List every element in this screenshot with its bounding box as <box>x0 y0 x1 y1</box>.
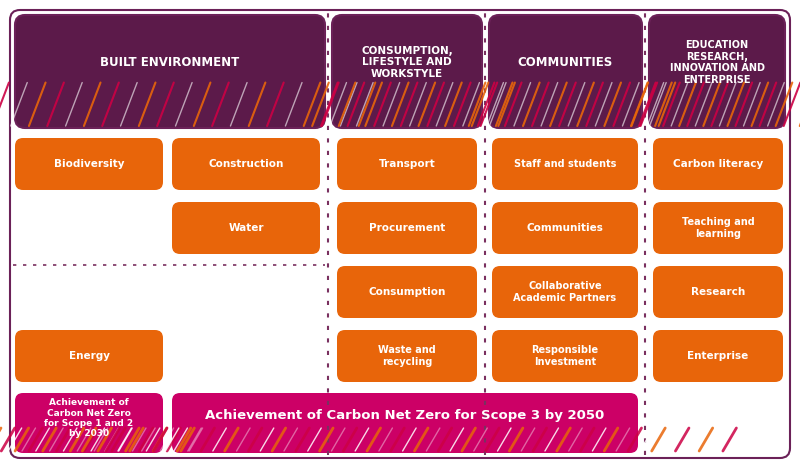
Text: CONSUMPTION,
LIFESTYLE AND
WORKSTYLE: CONSUMPTION, LIFESTYLE AND WORKSTYLE <box>361 46 453 79</box>
FancyBboxPatch shape <box>653 202 783 254</box>
Text: Water: Water <box>228 223 264 233</box>
FancyBboxPatch shape <box>649 15 785 128</box>
Text: Staff and students: Staff and students <box>514 159 616 169</box>
Text: EDUCATION
RESEARCH,
INNOVATION AND
ENTERPRISE: EDUCATION RESEARCH, INNOVATION AND ENTER… <box>670 40 765 85</box>
FancyBboxPatch shape <box>653 138 783 190</box>
FancyBboxPatch shape <box>489 15 642 128</box>
Text: COMMUNITIES: COMMUNITIES <box>518 56 613 69</box>
Text: BUILT ENVIRONMENT: BUILT ENVIRONMENT <box>100 56 240 69</box>
FancyBboxPatch shape <box>337 202 477 254</box>
FancyBboxPatch shape <box>332 15 482 128</box>
FancyBboxPatch shape <box>172 393 638 453</box>
Text: Energy: Energy <box>69 351 110 361</box>
FancyBboxPatch shape <box>492 330 638 382</box>
FancyBboxPatch shape <box>15 138 163 190</box>
Text: Procurement: Procurement <box>369 223 445 233</box>
Text: Carbon literacy: Carbon literacy <box>673 159 763 169</box>
FancyBboxPatch shape <box>492 266 638 318</box>
FancyBboxPatch shape <box>653 266 783 318</box>
Text: Teaching and
learning: Teaching and learning <box>682 217 754 239</box>
FancyBboxPatch shape <box>172 138 320 190</box>
Text: Biodiversity: Biodiversity <box>54 159 124 169</box>
FancyBboxPatch shape <box>653 330 783 382</box>
FancyBboxPatch shape <box>15 330 163 382</box>
FancyBboxPatch shape <box>337 330 477 382</box>
Text: Achievement of
Carbon Net Zero
for Scope 1 and 2
by 2030: Achievement of Carbon Net Zero for Scope… <box>45 398 134 439</box>
FancyBboxPatch shape <box>337 138 477 190</box>
Text: Research: Research <box>691 287 745 297</box>
FancyBboxPatch shape <box>15 393 163 453</box>
FancyBboxPatch shape <box>337 266 477 318</box>
FancyBboxPatch shape <box>492 202 638 254</box>
Text: Collaborative
Academic Partners: Collaborative Academic Partners <box>514 281 617 303</box>
Text: Responsible
Investment: Responsible Investment <box>531 345 598 367</box>
FancyBboxPatch shape <box>492 138 638 190</box>
Text: Waste and
recycling: Waste and recycling <box>378 345 436 367</box>
Text: Enterprise: Enterprise <box>687 351 749 361</box>
FancyBboxPatch shape <box>15 15 325 128</box>
Text: Achievement of Carbon Net Zero for Scope 3 by 2050: Achievement of Carbon Net Zero for Scope… <box>206 410 605 422</box>
FancyBboxPatch shape <box>172 202 320 254</box>
Text: Consumption: Consumption <box>368 287 446 297</box>
Text: Transport: Transport <box>378 159 435 169</box>
Text: Construction: Construction <box>208 159 284 169</box>
Text: Communities: Communities <box>526 223 603 233</box>
